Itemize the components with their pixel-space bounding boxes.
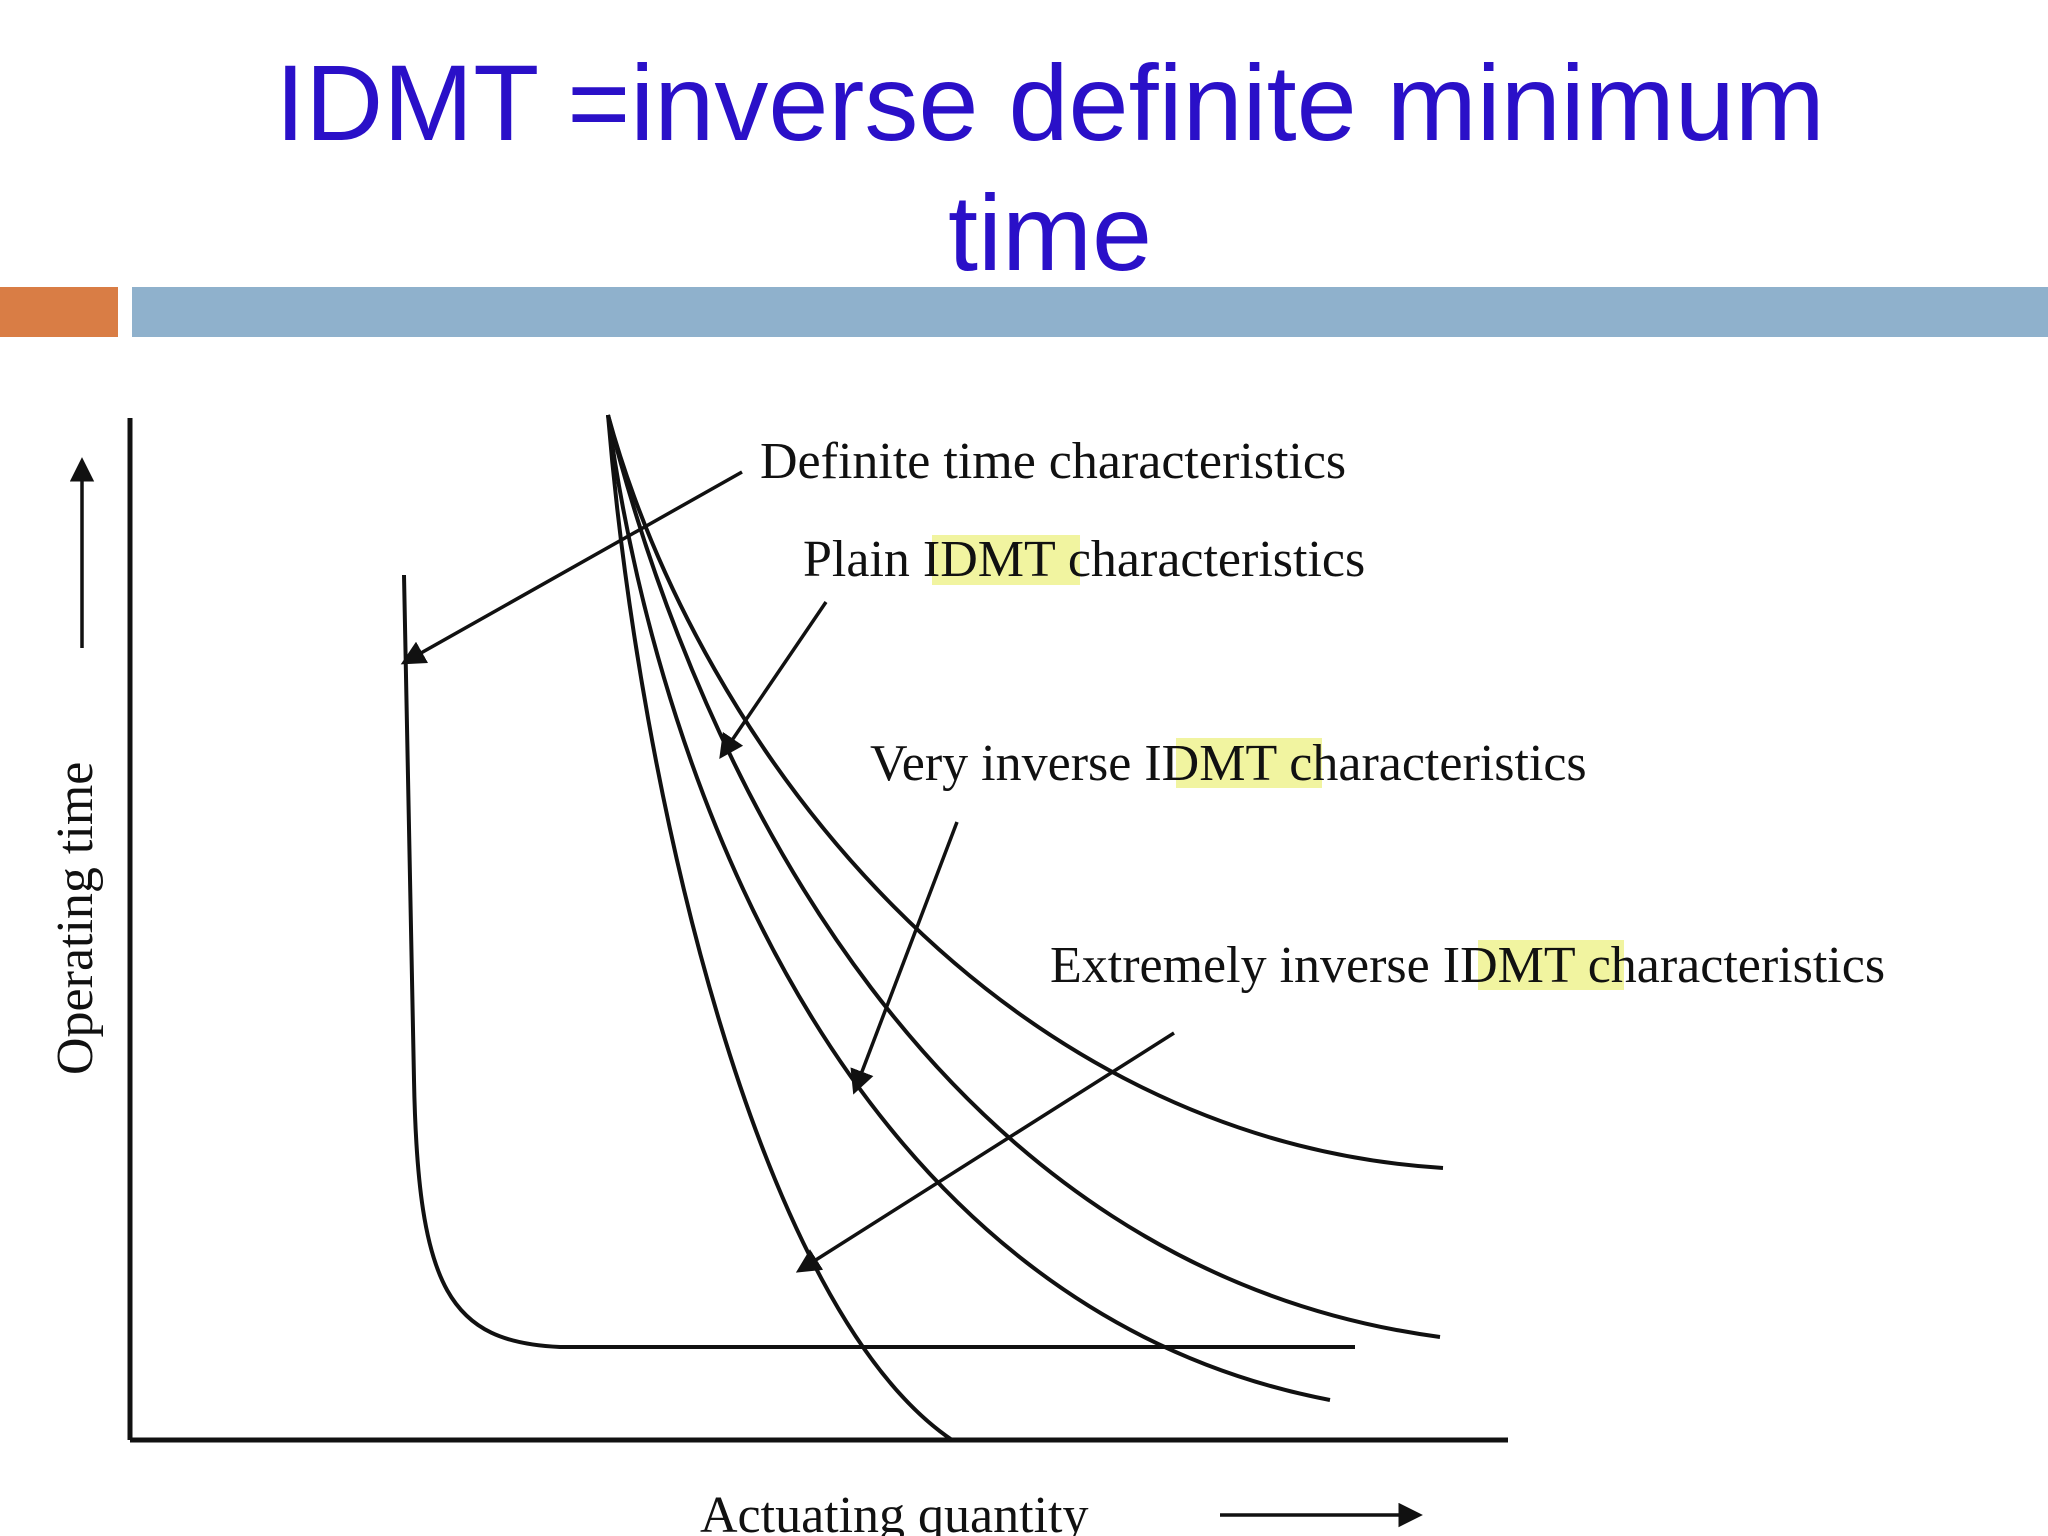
extremely-inverse-highlight <box>1478 940 1624 990</box>
y-axis-label: Operating time <box>47 762 104 1075</box>
definite-time-curve <box>402 574 1355 1349</box>
steepest-curve <box>606 414 954 1442</box>
plain-idmt-label: Plain IDMT characteristics <box>803 531 1365 588</box>
x-axis-label: Actuating quantity <box>700 1487 1088 1536</box>
very-inverse-label: Very inverse IDMT characteristics <box>870 735 1587 792</box>
plain-idmt-leader <box>719 601 828 760</box>
extremely-inverse-leader <box>795 1031 1175 1273</box>
extremely-inverse-label: Extremely inverse IDMT characteristics <box>1050 937 1885 994</box>
extremely-inverse-curve <box>606 414 1331 1402</box>
idmt-characteristics-diagram: Operating time Actuating quantity Defini… <box>0 380 2048 1536</box>
very-inverse-highlight <box>1176 738 1322 788</box>
very-inverse-leader <box>850 821 959 1095</box>
plain-idmt-curve <box>606 414 1444 1170</box>
accent-bar-orange <box>0 287 118 337</box>
definite-time-label: Definite time characteristics <box>760 433 1346 490</box>
title-line-2: time <box>947 172 1153 293</box>
diagram-canvas: Operating time Actuating quantity Defini… <box>47 414 1885 1536</box>
accent-bar-blue <box>132 287 2048 337</box>
definite-time-leader <box>400 470 743 665</box>
slide-title: IDMT =inverse definite minimum time <box>0 38 2048 298</box>
very-inverse-curve <box>606 414 1441 1339</box>
title-line-1: IDMT =inverse definite minimum <box>275 42 1825 163</box>
plain-idmt-highlight <box>932 535 1080 585</box>
